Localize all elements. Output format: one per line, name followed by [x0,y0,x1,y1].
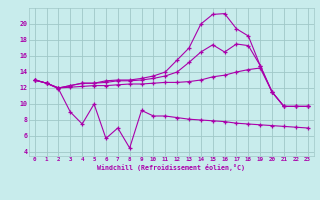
X-axis label: Windchill (Refroidissement éolien,°C): Windchill (Refroidissement éolien,°C) [97,164,245,171]
